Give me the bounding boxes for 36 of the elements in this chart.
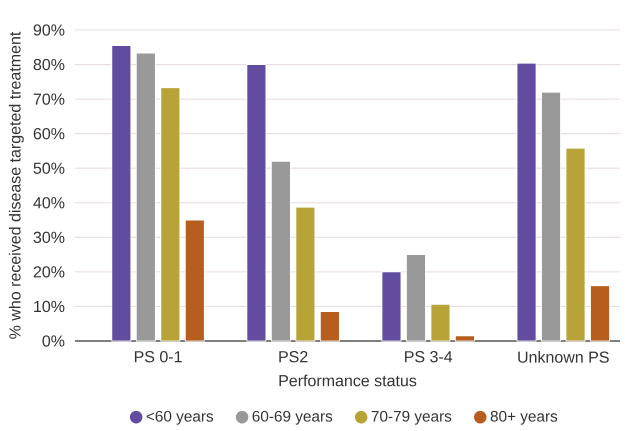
bar (430, 304, 450, 342)
x-tick-label: PS 3-4 (405, 351, 452, 362)
bar (111, 45, 132, 342)
bar (160, 87, 180, 342)
y-tick-label: 30% (34, 232, 64, 243)
x-tick-label: Unknown PS (518, 351, 609, 363)
bar (566, 148, 586, 342)
y-tick-label: 90% (34, 24, 64, 36)
y-tick-label: 70% (34, 93, 64, 105)
legend-label: 80+ years (490, 410, 558, 425)
bar (136, 52, 156, 342)
y-tick-label: 10% (34, 300, 64, 312)
bar (382, 271, 402, 342)
bar (590, 285, 610, 342)
bar (541, 92, 561, 342)
bar (270, 160, 291, 342)
y-tick-label: 40% (33, 197, 64, 208)
bar (516, 62, 536, 342)
y-tick-label: 80% (34, 58, 64, 70)
bar (406, 254, 426, 342)
y-tick-label: 60% (34, 128, 64, 140)
x-tick-label: PS 0-1 (134, 351, 182, 362)
bar (455, 335, 475, 342)
x-tick-label: PS2 (279, 351, 308, 362)
legend-label: 70-79 years (372, 410, 452, 425)
legend-label: <60 years (146, 410, 214, 425)
bar (295, 206, 316, 342)
y-tick-label: 0% (42, 335, 64, 347)
y-tick-label: 20% (34, 266, 64, 278)
y-tick-label: 50% (34, 162, 64, 174)
x-axis-title: Performance status (279, 374, 416, 386)
bar (184, 220, 205, 342)
legend-label: 60-69 years (252, 410, 332, 425)
bar (320, 311, 340, 342)
y-axis-title: % who received disease targeted treatment (8, 32, 24, 339)
bar (246, 64, 266, 342)
